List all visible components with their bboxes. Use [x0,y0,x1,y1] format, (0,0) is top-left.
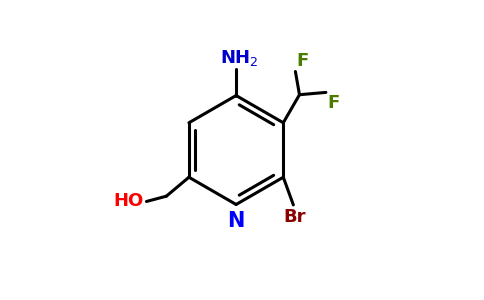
Text: HO: HO [114,193,144,211]
Text: N: N [227,211,245,231]
Text: NH$_2$: NH$_2$ [220,48,258,68]
Text: Br: Br [284,208,306,226]
Text: F: F [327,94,340,112]
Text: F: F [297,52,309,70]
